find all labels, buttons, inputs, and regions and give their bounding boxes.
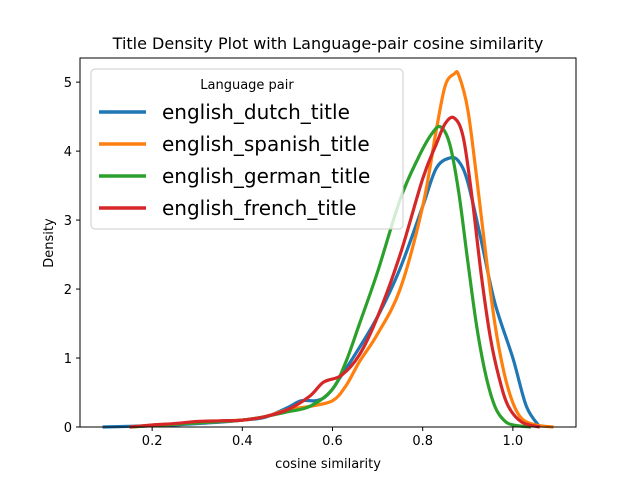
legend: Language pair english_dutch_titleenglish… [90, 68, 404, 230]
legend-label: english_spanish_title [162, 132, 370, 156]
x-tick-label: 0.4 [232, 434, 253, 449]
legend-box [90, 68, 404, 230]
x-tick-label: 0.2 [142, 434, 163, 449]
y-axis-ticks: 0 1 2 3 4 5 [64, 76, 80, 436]
legend-entries: english_dutch_title english_spanish_title… [99, 100, 370, 220]
legend-title: Language pair [200, 78, 294, 93]
x-axis-label: cosine similarity [275, 457, 381, 472]
x-tick-label: 0.6 [322, 434, 343, 449]
y-tick-label: 1 [64, 352, 72, 367]
plot-frame [79, 57, 577, 428]
x-axis-ticks: 0.2 0.4 0.6 0.8 1.0 [142, 427, 523, 449]
y-tick-label: 4 [64, 145, 72, 160]
y-tick-label: 3 [64, 214, 72, 229]
chart-title: Title Density Plot with Language-pair co… [112, 34, 544, 53]
y-tick-label: 2 [64, 283, 72, 298]
legend-label: english_dutch_title [162, 100, 350, 124]
y-axis-label: Density [42, 218, 57, 268]
x-tick-label: 1.0 [503, 434, 524, 449]
series-line-english-french-title [129, 115, 541, 429]
legend-label: english_german_title [162, 164, 370, 188]
x-tick-label: 0.8 [412, 434, 433, 449]
legend-label: english_french_title [162, 196, 356, 220]
y-tick-label: 5 [64, 76, 72, 91]
y-tick-label: 0 [64, 421, 72, 436]
